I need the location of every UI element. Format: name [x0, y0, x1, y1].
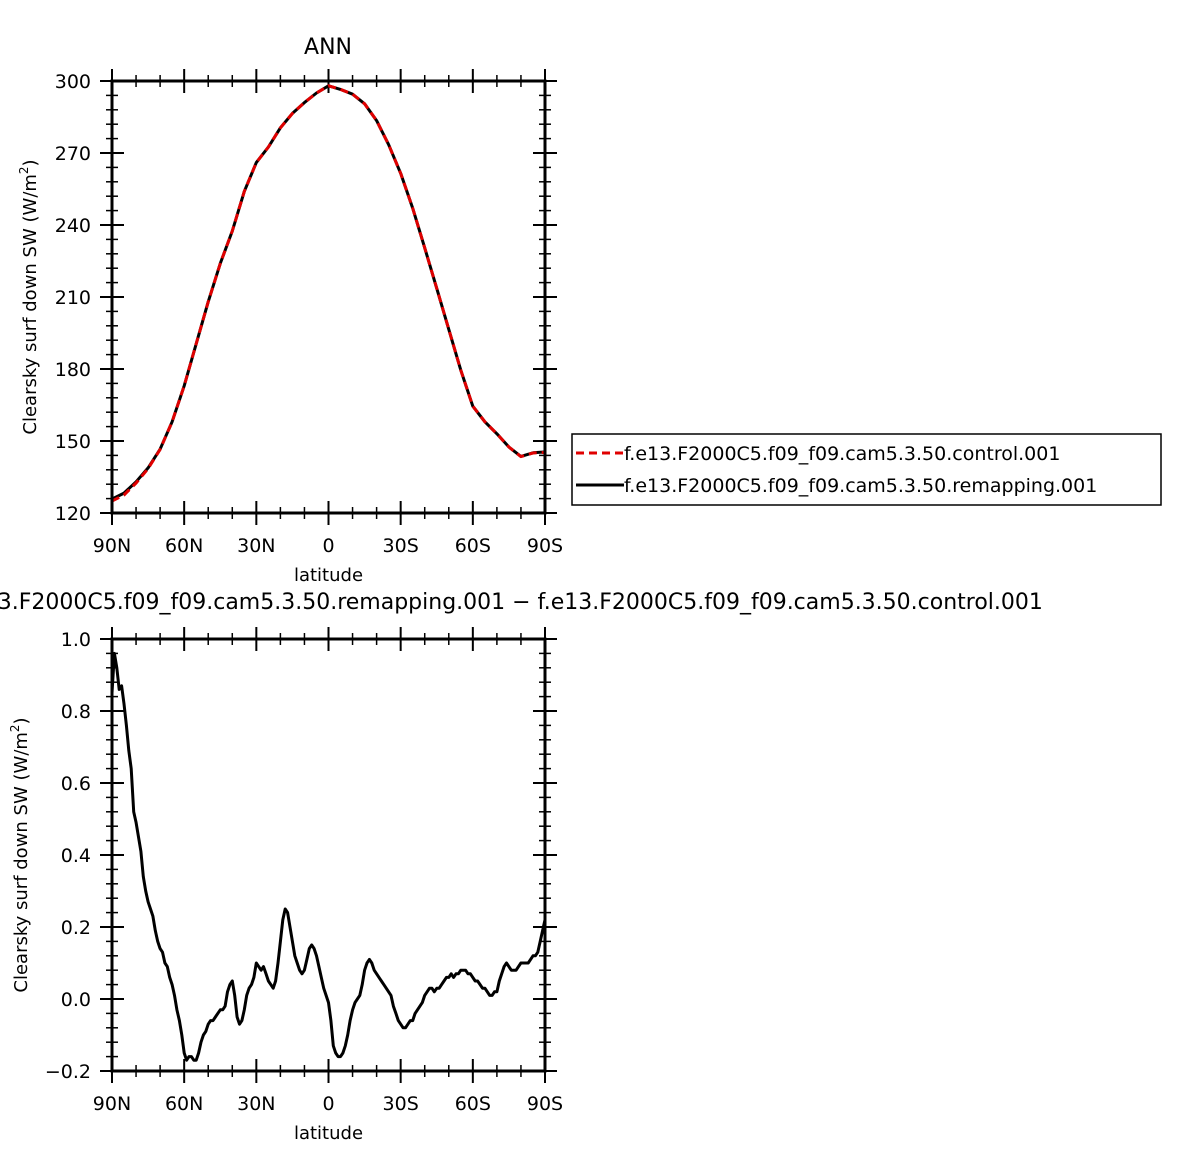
- y-axis-label-main: Clearsky surf down SW (W/m: [20, 174, 41, 435]
- x-axis-label: latitude: [294, 565, 363, 586]
- y-tick-label: 0.6: [61, 773, 91, 795]
- x-tick-label: 0: [322, 535, 334, 557]
- chart-title: ANN: [304, 35, 352, 60]
- legend-label-2: f.e13.F2000C5.f09_f09.cam5.3.50.remappin…: [624, 475, 1097, 497]
- y-axis-label: Clearsky surf down SW (W/m2): [8, 717, 32, 992]
- x-tick-label: 90N: [93, 1093, 131, 1115]
- legend-label-1: f.e13.F2000C5.f09_f09.cam5.3.50.control.…: [624, 443, 1060, 465]
- x-tick-label: 60S: [455, 535, 491, 557]
- x-tick-label: 30N: [237, 535, 275, 557]
- x-tick-label: 60S: [455, 1093, 491, 1115]
- legend: f.e13.F2000C5.f09_f09.cam5.3.50.control.…: [571, 433, 1162, 506]
- y-axis-label-close: ): [11, 717, 32, 724]
- plot-frame: [110, 637, 547, 1073]
- y-axis-label-close: ): [20, 159, 41, 166]
- legend-box: [571, 433, 1162, 506]
- plot-frame: [110, 79, 547, 515]
- x-tick-label: 30N: [237, 1093, 275, 1115]
- series-line-1: [112, 651, 545, 1062]
- y-tick-label: 300: [55, 71, 91, 93]
- x-tick-label: 30S: [383, 1093, 419, 1115]
- x-tick-label: 90S: [527, 535, 563, 557]
- x-tick-label: 90N: [93, 535, 131, 557]
- chart-panel-1: ANN 90N 60N 30N 0 30S 60S 90S 120 150 180 210 240 270…: [17, 35, 1162, 586]
- x-tick-label: 60N: [165, 535, 203, 557]
- y-tick-label: 0.2: [61, 917, 91, 939]
- y-tick-label: 180: [55, 359, 91, 381]
- y-axis-label-sup: 2: [8, 724, 22, 732]
- y-tick-label: 0.0: [61, 989, 91, 1011]
- y-tick-label: 270: [55, 143, 91, 165]
- x-axis-label: latitude: [294, 1123, 363, 1144]
- chart-title: f.e13.F2000C5.f09_f09.cam5.3.50.remappin…: [0, 590, 1043, 615]
- y-tick-label: 240: [55, 215, 91, 237]
- y-tick-label: 0.8: [61, 701, 91, 723]
- y-axis-label: Clearsky surf down SW (W/m2): [17, 159, 41, 434]
- y-tick-label: 1.0: [61, 629, 91, 651]
- y-tick-label: 210: [55, 287, 91, 309]
- series-line-1: [112, 84, 545, 503]
- x-tick-label: 60N: [165, 1093, 203, 1115]
- y-tick-label: 0.4: [61, 845, 91, 867]
- chart-panel-2: f.e13.F2000C5.f09_f09.cam5.3.50.remappin…: [0, 590, 1043, 1144]
- y-tick-label: −0.2: [45, 1061, 91, 1083]
- y-axis-label-sup: 2: [17, 166, 31, 174]
- y-tick-label: 150: [55, 431, 91, 453]
- x-tick-label: 30S: [383, 535, 419, 557]
- y-axis-label-main: Clearsky surf down SW (W/m: [11, 732, 32, 993]
- x-tick-label: 0: [322, 1093, 334, 1115]
- x-tick-label: 90S: [527, 1093, 563, 1115]
- y-tick-label: 120: [55, 503, 91, 525]
- series-line-2: [112, 84, 545, 501]
